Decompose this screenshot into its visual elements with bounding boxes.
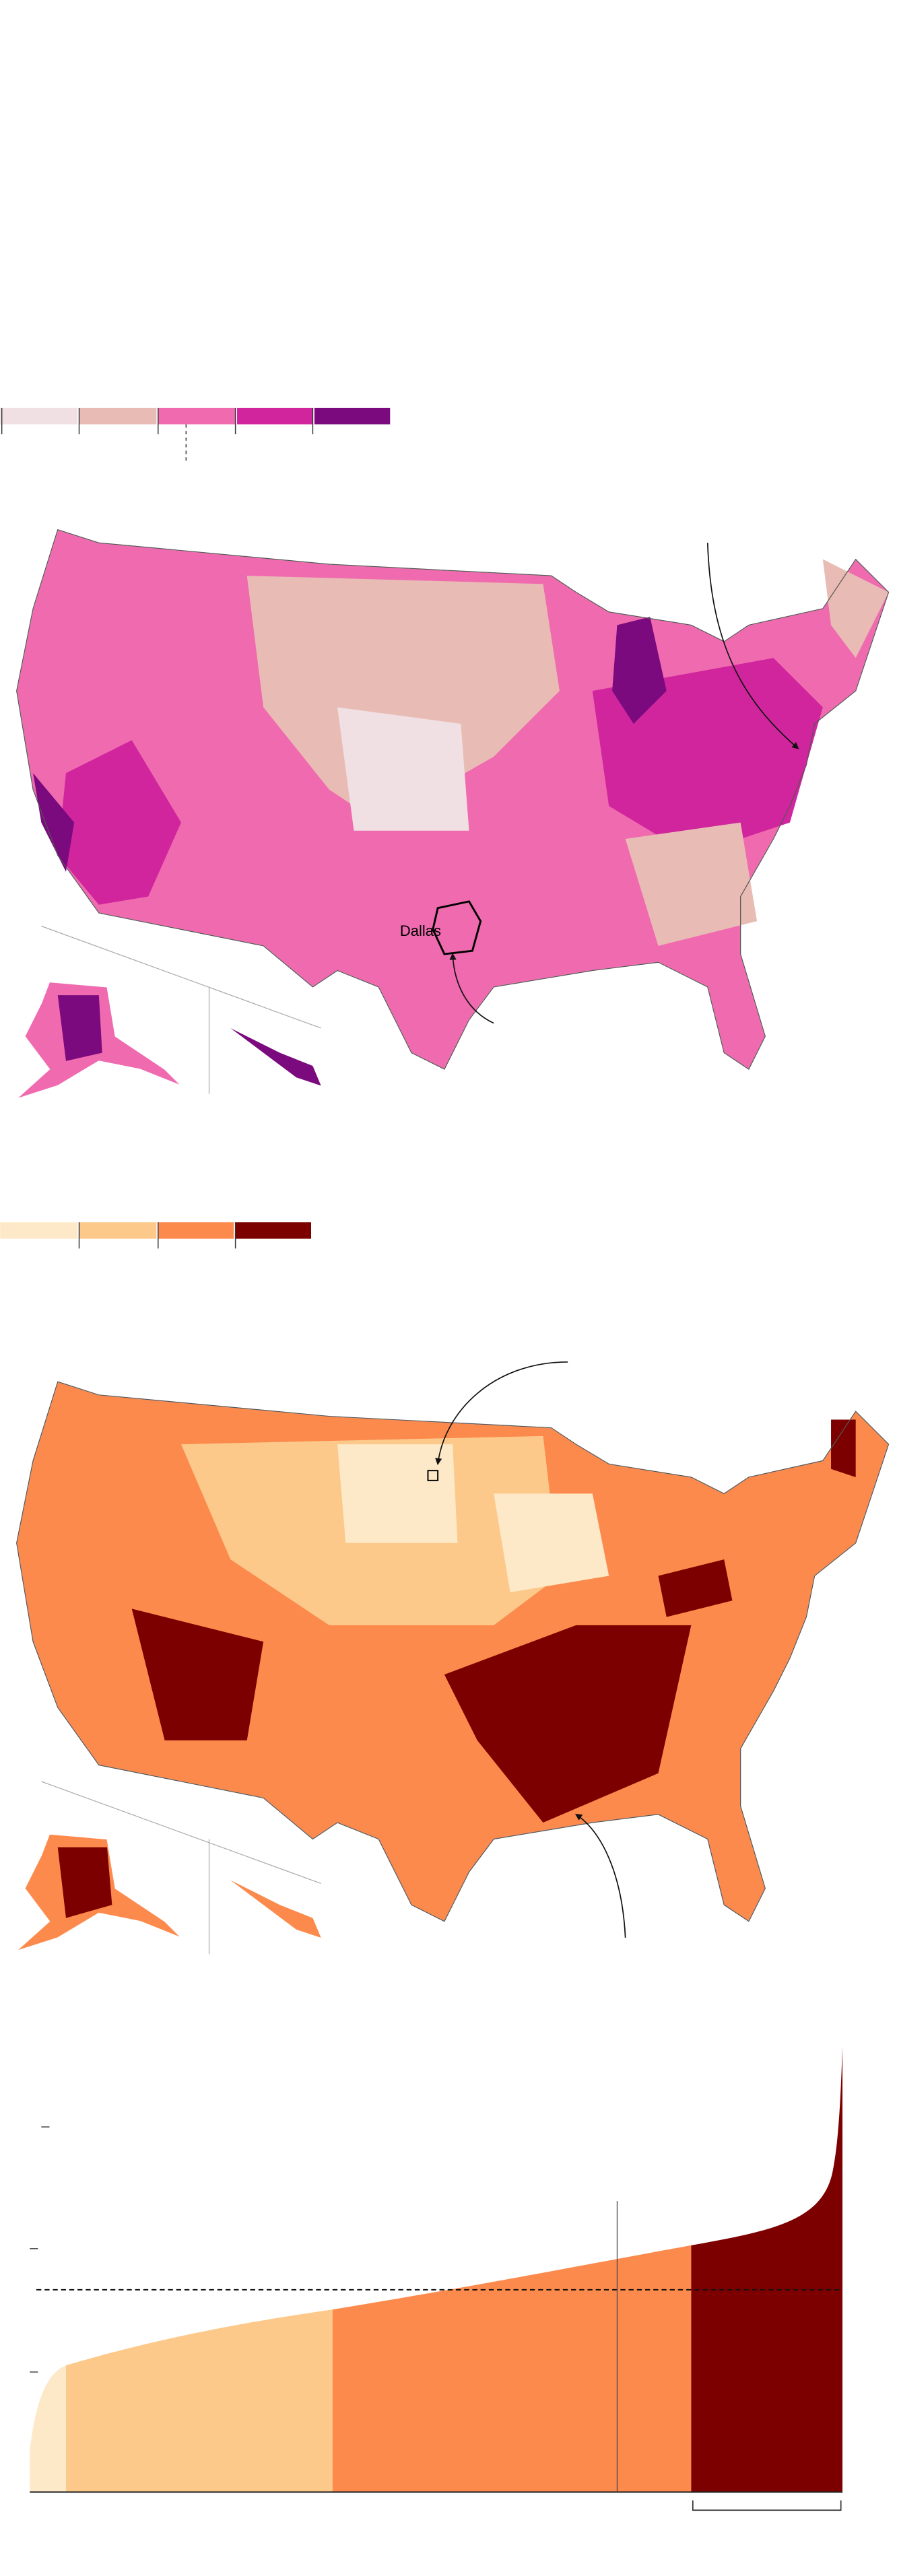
legend-swatch [237,407,313,425]
legend-swatch [235,1222,311,1239]
region-lowest [337,1444,458,1543]
hawaii [230,1027,321,1086]
region-highest [444,1625,692,1823]
region-highest [831,1419,856,1477]
region-lowest [337,707,469,831]
annotation-arrow [435,1361,568,1466]
area-band [30,2044,66,2493]
region-low [246,576,560,823]
distribution-chart [30,2044,843,2511]
legend-swatch [79,407,157,425]
region-highest [612,617,667,724]
legend-swatch [79,1222,157,1239]
legend-scale-2 [0,1222,311,1249]
region-highest [658,1559,733,1617]
inset-divider [41,1781,321,1885]
annotation-arrow [449,953,494,1024]
legend-swatch [0,1222,78,1239]
dallas-outline [432,900,482,955]
map-1: Dallas [15,529,890,1100]
bracket [692,2500,842,2511]
legend-swatch [158,407,236,425]
region-high [57,740,181,905]
area-band [691,2044,843,2493]
area-band [65,2044,333,2493]
map-2 [15,1361,890,1955]
region-highest [57,1847,112,1918]
region-lowest [494,1493,609,1592]
legend-swatch [314,407,391,425]
region-highest [131,1608,264,1740]
annotation-arrow [706,543,799,749]
inset-divider [41,925,321,1029]
region-low [625,822,758,946]
annotation-arrow [574,1813,626,1938]
region-highest [57,995,102,1061]
legend-swatch [158,1222,234,1239]
area-band [332,2044,692,2493]
city-label: Dallas [400,922,441,939]
legend-swatch [0,407,78,425]
region-highest [33,773,75,872]
highlight-box [427,1470,439,1481]
legend-scale-1 [0,407,391,464]
hawaii [230,1880,321,1938]
